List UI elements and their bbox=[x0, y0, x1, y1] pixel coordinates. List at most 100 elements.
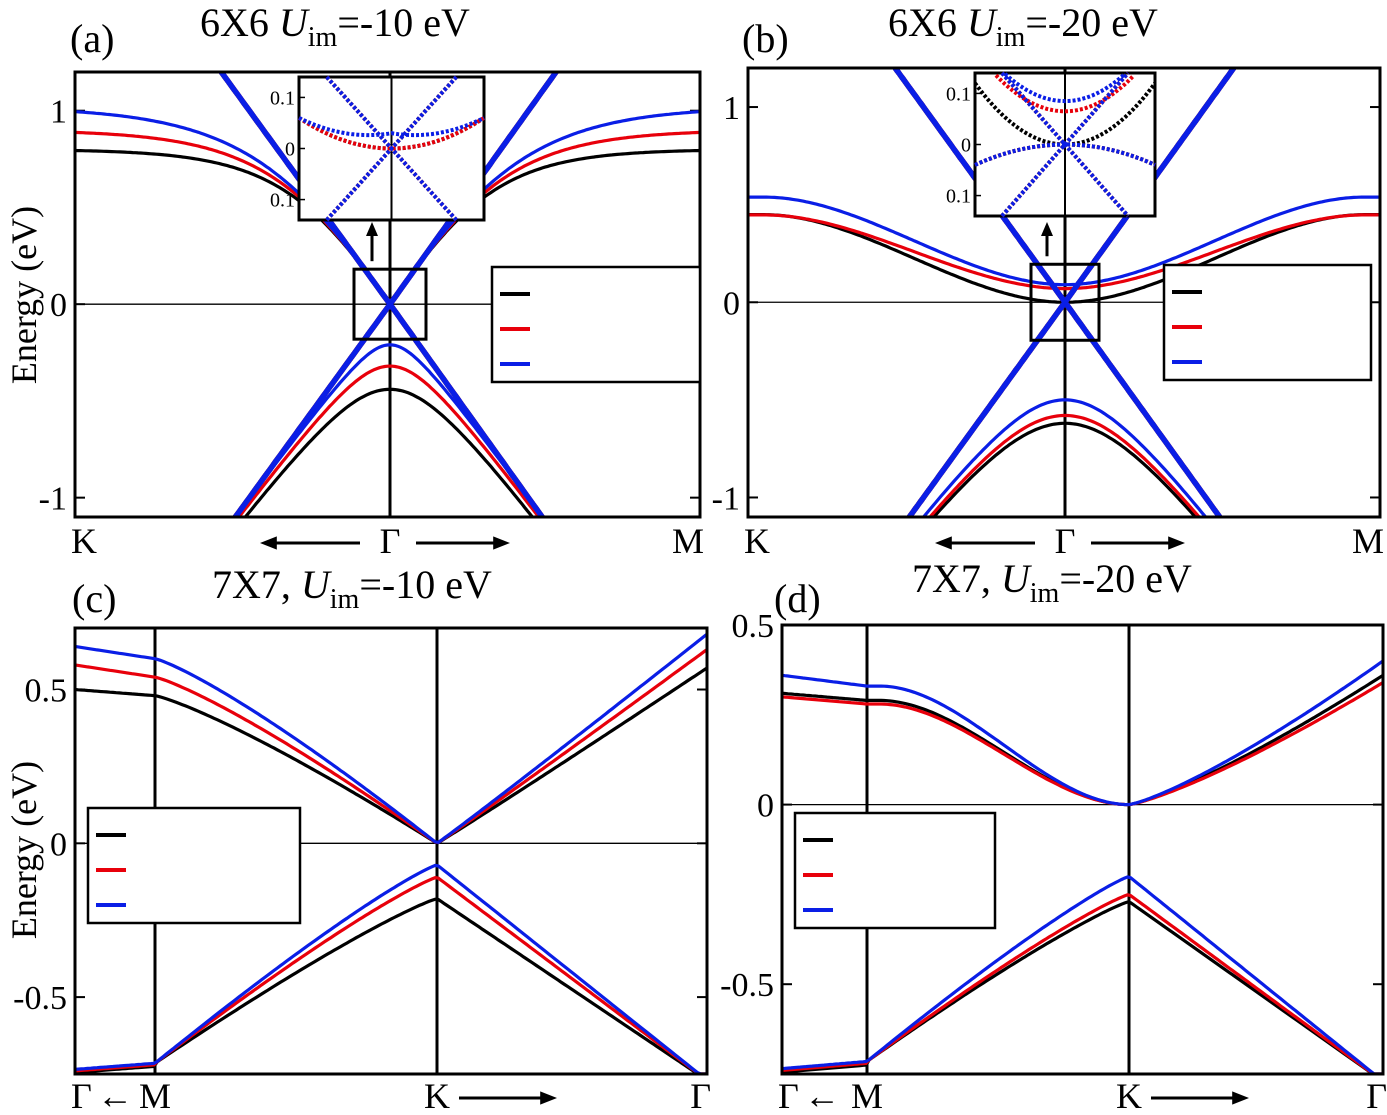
panel-c-ytick-label-2: -0.5 bbox=[13, 980, 67, 1017]
panel-b-xlabel-M: M bbox=[1352, 521, 1384, 561]
panel-a-ylabel: Energy (eV) bbox=[4, 206, 44, 384]
panel-c-title-sub: im bbox=[330, 584, 360, 615]
panel-a-xlabel-M: M bbox=[672, 521, 704, 561]
panel-c-xlabel-gamma-left: Γ bbox=[71, 1076, 92, 1115]
panel-a-ytick-label-1: 0 bbox=[50, 287, 67, 324]
panel-b-title-tail: =-20 eV bbox=[1025, 0, 1158, 45]
panel-a-inset-band-2 bbox=[298, 116, 485, 138]
panel-a-inset-cone-2-1 bbox=[325, 75, 458, 152]
panel-a-arrow-left-head bbox=[260, 536, 277, 550]
panel-a-lower-band-0 bbox=[244, 387, 534, 517]
panel-b-inset-ytick-label-2: 0.1 bbox=[946, 186, 971, 208]
panel-b-arrow-left-head bbox=[935, 536, 952, 550]
panel-a-inset-ytick-label-0: 0.1 bbox=[270, 87, 295, 109]
panel-c-conduction-band-0 bbox=[75, 666, 707, 845]
panel-d-ytick-label-2: -0.5 bbox=[720, 967, 774, 1004]
panel-b: (b) 6X6 Uim=-20 eV 10-1KΓM0.100.1U=0U=9.… bbox=[712, 0, 1384, 561]
panel-d-title-sub: im bbox=[1030, 578, 1060, 609]
panel-b-xlabel-K: K bbox=[744, 521, 770, 561]
panel-b-title: 6X6 Uim=-20 eV bbox=[888, 0, 1158, 53]
panel-b-upper-band-2 bbox=[748, 195, 1380, 287]
panel-c-conduction-band-2 bbox=[75, 632, 707, 844]
panel-b-ytick-label-0: 1 bbox=[723, 90, 740, 127]
panel-a-inset-band-1 bbox=[297, 116, 486, 151]
panel-d-label: (d) bbox=[774, 576, 821, 621]
panel-b-arrow-right-head bbox=[1168, 536, 1185, 550]
panel-a-title-U: U bbox=[279, 0, 311, 45]
panel-d-xlabel-M: M bbox=[851, 1076, 883, 1115]
panel-b-inset-ytick-label-0: 0.1 bbox=[946, 83, 971, 105]
panel-b-inset-ytick-label-1: 0 bbox=[961, 135, 971, 157]
panel-c-xlabel-M: M bbox=[139, 1076, 171, 1115]
panel-c-ylabel: Energy (eV) bbox=[4, 761, 44, 939]
panel-c-valence-band-0 bbox=[75, 897, 707, 1074]
panel-b-title-sub: im bbox=[996, 22, 1026, 53]
panel-b-frame bbox=[746, 66, 1382, 519]
panel-a-inset-ytick-label-1: 0 bbox=[285, 139, 295, 161]
panel-b-title-lead: 6X6 bbox=[888, 0, 967, 45]
panel-b-xlabel-gamma: Γ bbox=[1055, 521, 1076, 561]
panel-a-upper-band-2 bbox=[75, 110, 700, 307]
panel-c-frame bbox=[73, 626, 709, 1076]
panel-a-arrow-right-head bbox=[493, 536, 510, 550]
panel-c-plot: 0.50-0.5Γ←MKΓU=0U=9.3 eVU=20 eV bbox=[13, 626, 711, 1115]
panel-b-label: (b) bbox=[742, 16, 789, 61]
panel-d-frame bbox=[780, 623, 1385, 1076]
panel-c-title-lead: 7X7, bbox=[212, 562, 301, 607]
panel-d-title-tail: =-20 eV bbox=[1059, 556, 1192, 601]
panel-c: (c) 7X7, Uim=-10 eV Energy (eV) 0.5 0 -0.5… bbox=[4, 562, 711, 1115]
panel-c-conduction-band-1 bbox=[75, 648, 707, 845]
panel-b-inset-band-2 bbox=[1003, 72, 1127, 104]
panel-d: (d) 7X7, Uim=-20 eV 0.50-0.5Γ←MKΓU=0U=9.… bbox=[720, 556, 1387, 1115]
panel-c-title-tail: =-10 eV bbox=[359, 562, 492, 607]
panel-a-title-lead: 6X6 bbox=[200, 0, 279, 45]
panel-d-ytick-label-1: 0 bbox=[757, 788, 774, 825]
panel-d-xlabel-gamma-right: Γ bbox=[1366, 1076, 1387, 1115]
panel-c-title: 7X7, Uim=-10 eV bbox=[212, 562, 492, 615]
panel-a-lower-band-2 bbox=[233, 343, 544, 517]
panel-a-lower-band-1 bbox=[237, 364, 541, 517]
panel-b-lower-band-0 bbox=[931, 421, 1198, 517]
panel-b-cone-down-2-1 bbox=[905, 297, 1224, 517]
panel-d-xlabel-gamma-left: Γ bbox=[778, 1076, 799, 1115]
panel-c-label: (c) bbox=[72, 576, 116, 621]
panel-b-ytick-label-1: 0 bbox=[723, 285, 740, 322]
panel-c-xlabel-K: K bbox=[424, 1076, 450, 1115]
panel-b-upper-band-1 bbox=[748, 213, 1380, 291]
panel-a-xlabel-K: K bbox=[71, 521, 97, 561]
panel-b-title-U: U bbox=[967, 0, 999, 45]
panel-a-inset-ytick-label-2: 0.1 bbox=[270, 190, 295, 212]
panel-d-title-U: U bbox=[1001, 556, 1033, 601]
panel-a-ytick-label-0: 1 bbox=[50, 94, 67, 131]
panel-c-arrow-right-head bbox=[540, 1091, 557, 1105]
panel-d-plot: 0.50-0.5Γ←MKΓU=0U=9.3 eVU=20 eV bbox=[720, 608, 1387, 1115]
panel-c-ytick-label-0: 0.5 bbox=[25, 673, 68, 710]
panel-b-lower-band-2 bbox=[921, 398, 1208, 517]
panel-b-inset-band-1 bbox=[994, 73, 1136, 114]
panel-d-title-lead: 7X7, bbox=[912, 556, 1001, 601]
panel-d-title: 7X7, Uim=-20 eV bbox=[912, 556, 1192, 609]
panel-a-ytick-label-2: -1 bbox=[39, 481, 67, 518]
panel-a-title: 6X6 Uim=-10 eV bbox=[200, 0, 470, 53]
panel-b-inset-flat-2 bbox=[974, 142, 1156, 167]
panel-c-xlabel-gamma-right: Γ bbox=[690, 1076, 711, 1115]
panel-d-conduction-band-0 bbox=[782, 673, 1383, 807]
panel-c-valence-band-2 bbox=[75, 863, 707, 1074]
panel-a-title-sub: im bbox=[308, 22, 338, 53]
panel-a-title-tail: =-10 eV bbox=[337, 0, 470, 45]
panel-b-ytick-label-2: -1 bbox=[712, 480, 740, 517]
panel-c-xlabel-left-arrow: ← bbox=[97, 1076, 133, 1115]
panel-b-zoom-box bbox=[1029, 262, 1101, 342]
panel-d-xlabel-K: K bbox=[1116, 1076, 1142, 1115]
panel-b-lower-band-1 bbox=[929, 413, 1201, 517]
panel-c-ytick-label-1: 0 bbox=[50, 826, 67, 863]
panel-a-zoom-arrow-head bbox=[366, 222, 378, 236]
panel-d-ytick-label-0: 0.5 bbox=[732, 608, 775, 645]
panel-d-conduction-band-2 bbox=[782, 659, 1383, 807]
panel-a-zoom-box bbox=[352, 267, 428, 341]
panel-a-label: (a) bbox=[70, 16, 114, 61]
panel-c-title-U: U bbox=[301, 562, 333, 607]
